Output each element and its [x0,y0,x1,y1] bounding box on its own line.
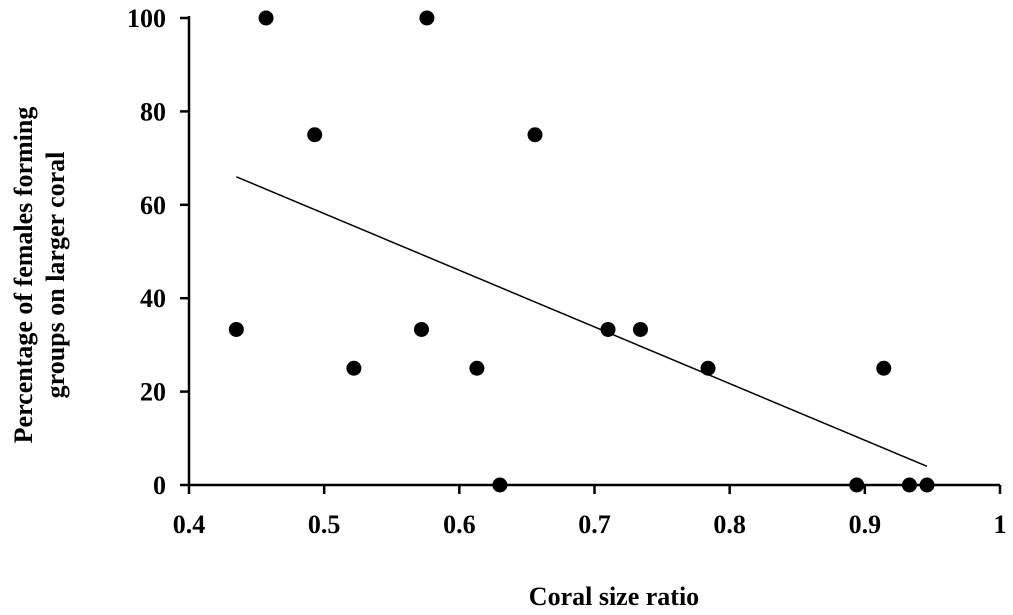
y-tick-label: 20 [140,378,166,407]
data-point [919,477,935,493]
trendline [236,176,928,468]
x-tick-label: 0.5 [308,510,341,539]
data-point [876,360,892,376]
x-ticks: 0.4 0.5 0.6 0.7 0.8 0.9 1 [173,485,1007,539]
data-point [901,477,917,493]
x-tick-label: 0.6 [443,510,476,539]
y-tick-label: 80 [140,97,166,126]
data-point [258,10,274,26]
data-point [228,321,244,337]
x-axis-title: Coral size ratio [529,582,699,611]
y-tick-label: 100 [127,4,166,33]
data-point [632,321,648,337]
y-tick-label: 40 [140,284,166,313]
trendline-group [236,176,928,468]
x-tick-label: 0.4 [173,510,206,539]
x-tick-label: 0.7 [578,510,611,539]
data-points [228,10,935,493]
y-ticks: 0 20 40 60 80 100 [127,4,189,500]
data-point [469,360,485,376]
data-point [527,127,543,143]
x-tick-label: 0.9 [849,510,882,539]
data-point [413,321,429,337]
data-point [419,10,435,26]
axes [187,16,1000,487]
x-tick-label: 0.8 [713,510,746,539]
y-axis-title-line-2: groups on larger coral [41,152,70,399]
data-point [307,127,323,143]
y-axis-title-line-1: Percentage of females forming [9,107,38,444]
data-point [700,360,716,376]
x-tick-label: 1 [994,510,1007,539]
y-tick-label: 0 [153,471,166,500]
data-point [600,321,616,337]
y-tick-label: 60 [140,191,166,220]
data-point [492,477,508,493]
data-point [849,477,865,493]
data-point [346,360,362,376]
